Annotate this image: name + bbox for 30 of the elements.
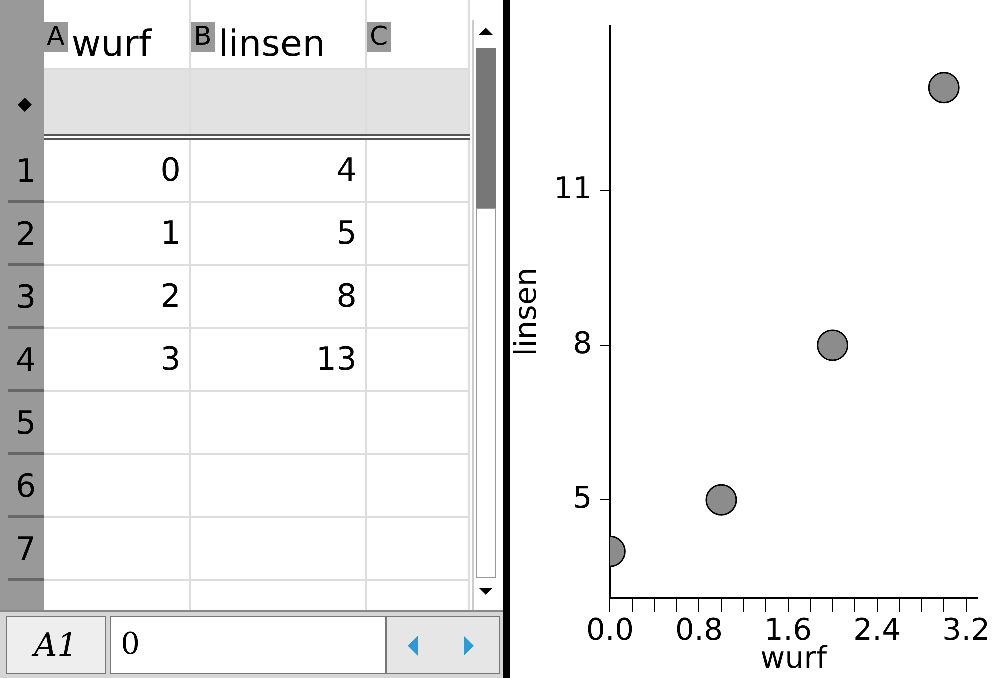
text: wurf <box>72 24 152 65</box>
text: 2 <box>44 266 191 329</box>
text: 1 <box>44 203 191 266</box>
text: 7 <box>8 518 44 581</box>
text: C <box>367 22 392 52</box>
text: 4 <box>8 329 44 392</box>
text: 5 <box>191 203 367 266</box>
y-tick-label: 5 <box>573 480 592 516</box>
text: A <box>44 22 68 52</box>
y-tick-label: 8 <box>573 326 592 362</box>
text: 0 <box>121 627 140 662</box>
y-tick-label: 11 <box>554 172 592 207</box>
text: B <box>191 22 215 52</box>
text: 13 <box>191 329 367 392</box>
text: 0 <box>44 140 191 203</box>
y-axis-title: linsen <box>508 268 544 356</box>
text: A1 <box>6 616 106 674</box>
text: 6 <box>8 455 44 518</box>
text: 3 <box>16 278 36 316</box>
text: linsen <box>218 24 326 65</box>
text: 2 <box>16 215 36 253</box>
x-tick-label: 2.4 <box>853 612 902 648</box>
text: 1 <box>16 152 36 190</box>
text: 3 <box>44 329 191 392</box>
x-tick-label: 0.8 <box>675 612 724 648</box>
text: 4 <box>191 140 367 203</box>
x-tick-label: 3.2 <box>942 612 990 648</box>
text: 8 <box>191 266 367 329</box>
x-tick-label: 0.0 <box>586 612 634 648</box>
text: 5 <box>8 392 44 455</box>
